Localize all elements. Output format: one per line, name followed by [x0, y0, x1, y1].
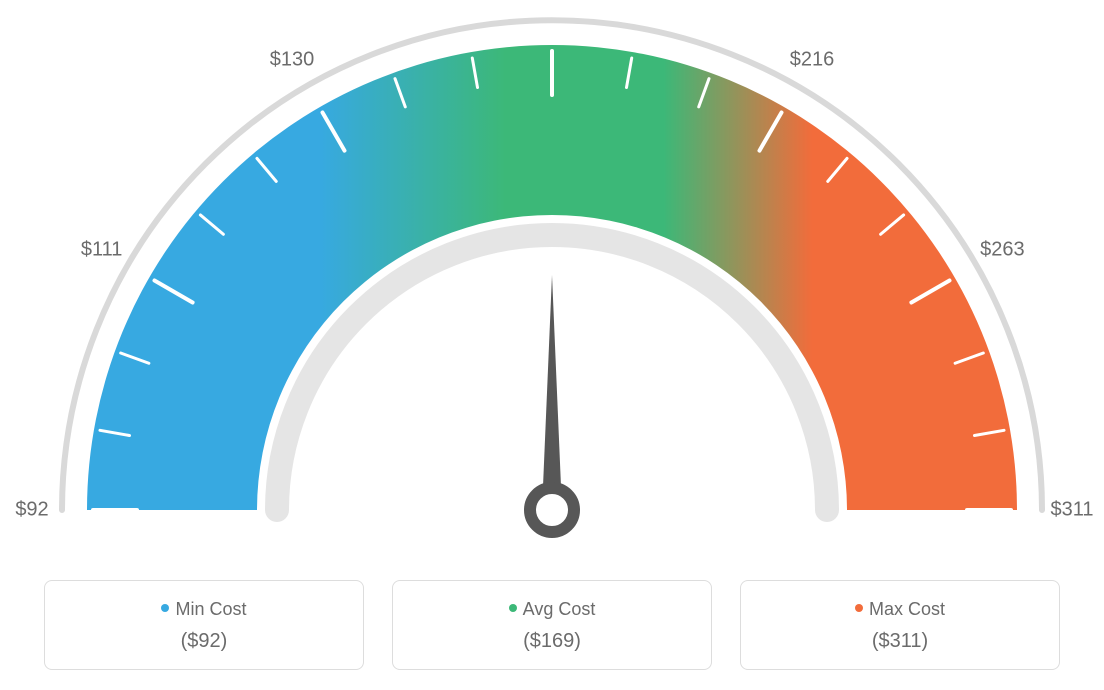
legend-title-avg: Avg Cost	[403, 599, 701, 620]
legend-label-avg: Avg Cost	[523, 599, 596, 619]
gauge-tick-label: $169	[530, 0, 575, 2]
legend-value-min: ($92)	[55, 630, 353, 653]
legend-dot-avg-icon	[509, 604, 517, 612]
gauge-tick-label: $311	[1050, 499, 1093, 522]
legend-card-avg: Avg Cost ($169)	[392, 580, 712, 670]
gauge-tick-label: $130	[270, 48, 315, 71]
legend-dot-min-icon	[161, 604, 169, 612]
legend-title-min: Min Cost	[55, 599, 353, 620]
legend-row: Min Cost ($92) Avg Cost ($169) Max Cost …	[0, 580, 1104, 670]
gauge-chart: $92 $111 $130 $169 $216 $263 $311	[0, 0, 1104, 560]
legend-label-min: Min Cost	[175, 599, 246, 619]
legend-card-min: Min Cost ($92)	[44, 580, 364, 670]
legend-card-max: Max Cost ($311)	[740, 580, 1060, 670]
gauge-tick-label: $216	[790, 48, 835, 71]
legend-dot-max-icon	[855, 604, 863, 612]
legend-value-avg: ($169)	[403, 630, 701, 653]
gauge-tick-label: $111	[81, 239, 123, 262]
gauge-tick-label: $263	[980, 239, 1025, 262]
gauge-svg	[0, 0, 1104, 560]
legend-label-max: Max Cost	[869, 599, 945, 619]
legend-title-max: Max Cost	[751, 599, 1049, 620]
legend-value-max: ($311)	[751, 630, 1049, 653]
gauge-tick-label: $92	[15, 499, 48, 522]
